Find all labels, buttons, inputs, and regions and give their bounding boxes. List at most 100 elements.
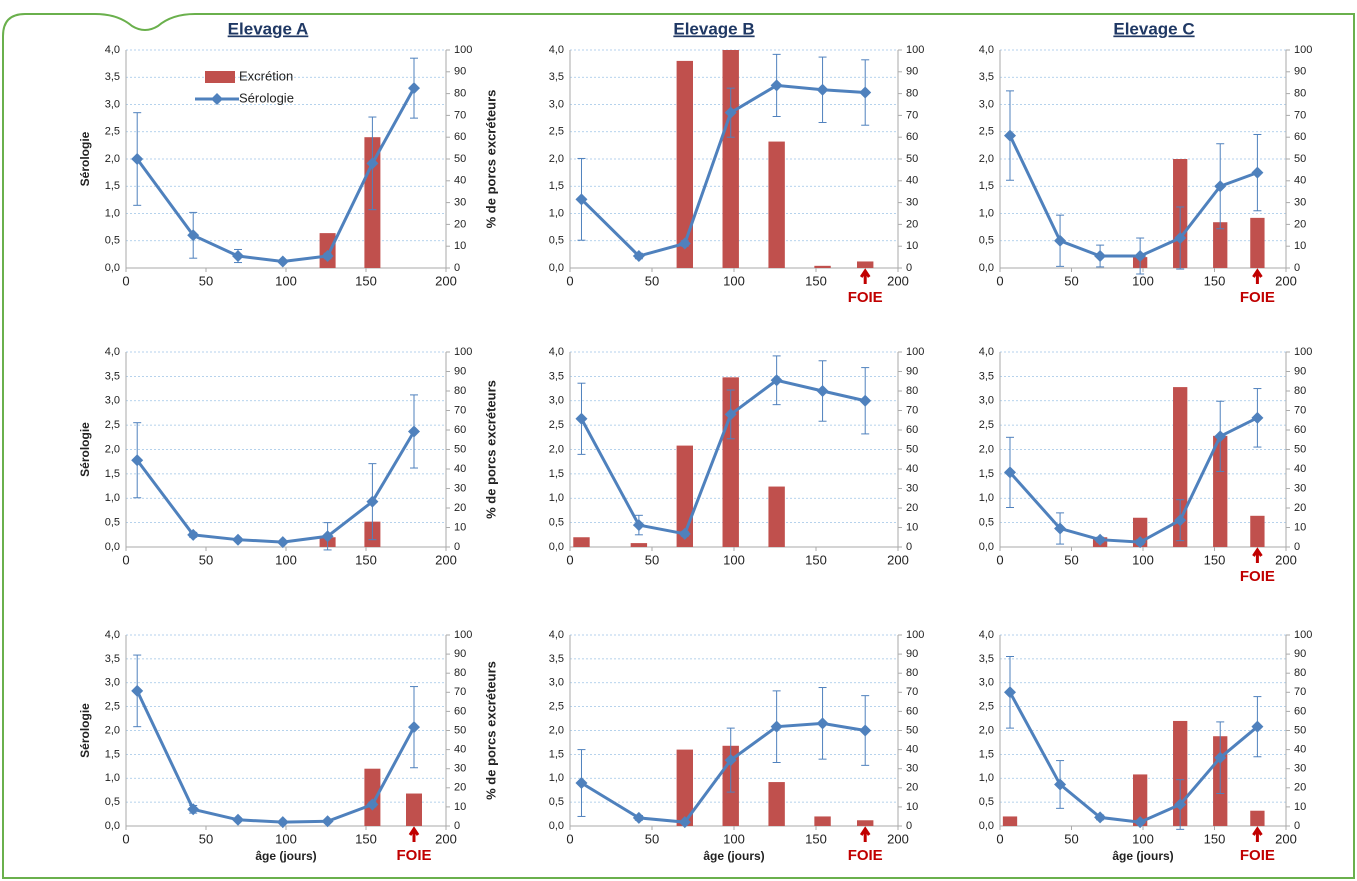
y-tick-label: 2,5: [105, 126, 120, 138]
y2-tick-label: 0: [1294, 820, 1300, 832]
marker: [632, 250, 645, 263]
x-tick-label: 150: [1204, 273, 1226, 288]
x-tick-label: 200: [1275, 552, 1297, 567]
marker: [1054, 778, 1067, 791]
y-tick-label: 0,5: [549, 517, 564, 529]
y-tick-label: 3,5: [979, 370, 994, 382]
x-tick-label: 100: [1132, 273, 1154, 288]
y-tick-label: 0,0: [979, 262, 994, 274]
y-tick-label: 2,5: [979, 126, 994, 138]
y-tick-label: 2,5: [549, 419, 564, 431]
y2-tick-label: 10: [1294, 240, 1306, 252]
marker: [816, 83, 829, 96]
y-tick-label: 0,5: [105, 796, 120, 808]
y-tick-label: 1,0: [105, 492, 120, 504]
bar: [768, 141, 785, 268]
y2-tick-label: 0: [454, 262, 460, 274]
bar: [1213, 222, 1228, 268]
y-tick-label: 2,0: [979, 724, 994, 736]
y2-tick-label: 50: [906, 153, 918, 165]
y2-tick-label: 30: [1294, 197, 1306, 209]
y2-tick-label: 40: [906, 744, 918, 756]
y2-tick-label: 20: [1294, 782, 1306, 794]
y2-tick-label: 80: [454, 667, 466, 679]
y-tick-label: 0,0: [105, 541, 120, 553]
frame: [2, 13, 1355, 879]
y2-tick-label: 20: [906, 502, 918, 514]
y-tick-label: 3,0: [979, 395, 994, 407]
marker: [859, 394, 872, 407]
y2-tick-label: 100: [906, 346, 924, 358]
y-tick-label: 2,0: [549, 153, 564, 165]
legend-label: Sérologie: [239, 90, 294, 105]
marker: [1251, 720, 1264, 733]
y2-tick-label: 0: [906, 541, 912, 553]
annotation: FOIE: [848, 289, 883, 306]
bar: [1132, 774, 1148, 826]
x-tick-label: 100: [723, 273, 745, 288]
y2-tick-label: 90: [1294, 648, 1306, 660]
x-tick-label: 0: [996, 273, 1003, 288]
x-tick-label: 50: [199, 552, 213, 567]
y2-tick-label: 90: [1294, 365, 1306, 377]
y2-tick-label: 40: [906, 463, 918, 475]
marker: [276, 536, 289, 549]
y2-tick-label: 70: [454, 686, 466, 698]
annotation: FOIE: [396, 847, 431, 864]
marker: [859, 86, 872, 99]
y-tick-label: 0,0: [549, 541, 564, 553]
y-tick-label: 3,5: [105, 71, 120, 83]
marker: [575, 412, 588, 425]
y-tick-label: 4,0: [549, 44, 564, 56]
marker: [1134, 250, 1147, 263]
bar: [364, 768, 381, 826]
marker: [321, 530, 334, 543]
y2-tick-label: 70: [1294, 109, 1306, 121]
y2-tick-label: 100: [454, 629, 472, 641]
x-tick-label: 100: [275, 273, 297, 288]
y-tick-label: 4,0: [549, 346, 564, 358]
y2-tick-label: 20: [454, 502, 466, 514]
bar: [630, 543, 648, 547]
marker: [770, 374, 783, 387]
y2-tick-label: 10: [906, 521, 918, 533]
marker: [1214, 430, 1227, 443]
marker: [187, 803, 200, 816]
y-tick-label: 4,0: [979, 629, 994, 641]
y-tick-label: 4,0: [979, 44, 994, 56]
y2-tick-label: 80: [454, 385, 466, 397]
y-tick-label: 2,0: [979, 443, 994, 455]
marker: [232, 533, 244, 546]
bar: [857, 261, 874, 268]
x-axis-label: âge (jours): [1112, 849, 1173, 863]
x-tick-label: 0: [996, 831, 1003, 846]
x-tick-label: 0: [996, 552, 1003, 567]
y2-tick-label: 50: [454, 153, 466, 165]
y2-tick-label: 80: [454, 88, 466, 100]
y-tick-label: 4,0: [105, 346, 120, 358]
marker: [1094, 533, 1107, 546]
y2-tick-label: 50: [454, 724, 466, 736]
y-tick-label: 1,5: [105, 748, 120, 760]
marker: [632, 519, 645, 532]
y2-tick-label: 50: [906, 443, 918, 455]
marker: [131, 153, 144, 165]
y2-tick-label: 40: [454, 744, 466, 756]
y-tick-label: 2,0: [105, 153, 120, 165]
marker: [575, 777, 588, 790]
annotation: FOIE: [1240, 289, 1275, 306]
x-tick-label: 50: [645, 831, 659, 846]
y2-tick-label: 90: [454, 66, 466, 78]
bar: [814, 816, 831, 826]
marker: [232, 813, 244, 826]
y-tick-label: 0,5: [979, 235, 994, 247]
marker: [408, 721, 420, 734]
y-tick-label: 3,5: [549, 653, 564, 665]
y-tick-label: 0,0: [105, 820, 120, 832]
column-title: Elevage B: [673, 19, 754, 38]
y-tick-label: 0,0: [979, 820, 994, 832]
y-tick-label: 0,0: [979, 541, 994, 553]
y-tick-label: 1,5: [549, 748, 564, 760]
y2-tick-label: 40: [454, 175, 466, 187]
